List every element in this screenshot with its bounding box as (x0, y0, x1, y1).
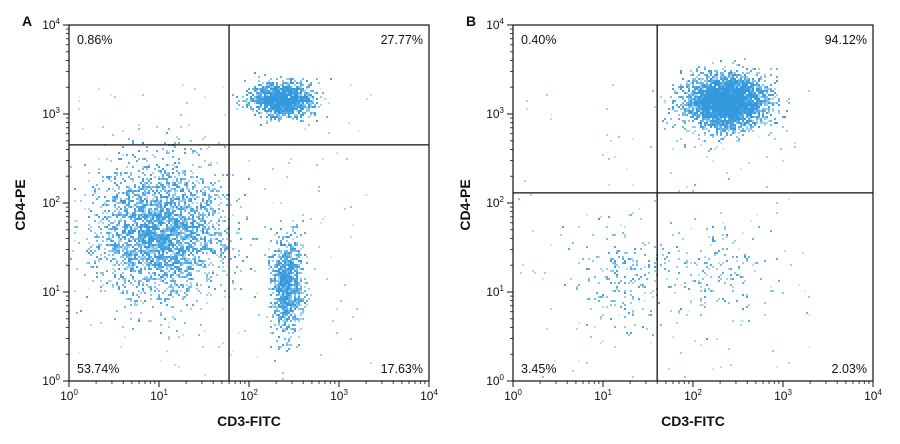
x-tick-label: 100 (504, 388, 522, 403)
y-tick-label: 103 (42, 106, 60, 121)
x-tick-label: 100 (60, 388, 78, 403)
y-tick-label: 101 (42, 284, 60, 299)
x-tick-label: 102 (684, 388, 702, 403)
y-tick-label: 102 (486, 195, 504, 210)
x-tick-label: 104 (420, 388, 438, 403)
x-axis-title-a: CD3-FITC (217, 413, 281, 429)
y-tick-label: 102 (42, 195, 60, 210)
x-tick-label: 101 (150, 388, 168, 403)
y-tick-label: 101 (486, 284, 504, 299)
quadrant-lower-left-b: 3.45% (521, 362, 556, 376)
x-axis-title-b: CD3-FITC (661, 413, 725, 429)
quadrant-lower-right-b: 2.03% (832, 362, 867, 376)
x-tick-label: 103 (774, 388, 792, 403)
panel-label-a: A (22, 13, 32, 29)
y-tick-label: 104 (486, 17, 504, 32)
x-tick-label: 104 (864, 388, 882, 403)
quadrant-lower-left-a: 53.74% (77, 362, 119, 376)
quadrant-upper-left-b: 0.40% (521, 33, 556, 47)
y-tick-label: 100 (42, 373, 60, 388)
y-tick-label: 100 (486, 373, 504, 388)
scatter-points-a (70, 72, 372, 380)
quadrant-upper-right-a: 27.77% (381, 33, 423, 47)
x-tick-label: 101 (594, 388, 612, 403)
x-tick-label: 102 (240, 388, 258, 403)
scatter-points-b (518, 58, 810, 378)
quadrant-upper-left-a: 0.86% (77, 33, 112, 47)
y-tick-label: 103 (486, 106, 504, 121)
quadrant-lower-right-a: 17.63% (381, 362, 423, 376)
y-axis-title-a: CD4-PE (12, 179, 28, 230)
panel-label-b: B (466, 13, 476, 29)
x-tick-label: 103 (330, 388, 348, 403)
y-tick-label: 104 (42, 17, 60, 32)
y-axis-title-b: CD4-PE (457, 179, 473, 230)
quadrant-upper-right-b: 94.12% (825, 33, 867, 47)
